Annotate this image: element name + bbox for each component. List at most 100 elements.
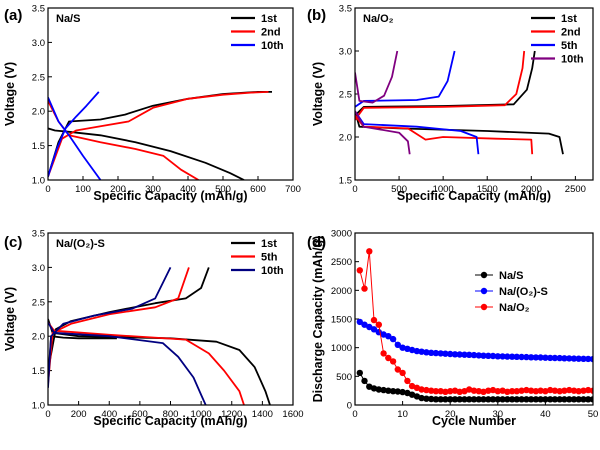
legend-entry: Na/S (499, 270, 523, 282)
x-tick-label: 400 (180, 184, 196, 195)
legend-entry: 1st (261, 238, 277, 250)
data-point (566, 386, 573, 394)
data-point (575, 388, 582, 395)
data-point (556, 354, 563, 362)
series-line-10th-discharge (355, 110, 411, 155)
data-point (408, 346, 416, 354)
data-point (356, 318, 363, 326)
data-point (404, 377, 411, 385)
data-point (413, 347, 421, 355)
series-line-Na/O₂ (359, 251, 593, 393)
y-axis-label: Discharge Capacity (mAh/g) (311, 236, 325, 403)
plot-area (355, 50, 564, 155)
data-point (432, 349, 440, 357)
data-point (480, 388, 487, 395)
data-point (475, 388, 482, 395)
legend-entry: 2nd (261, 27, 281, 39)
panel-label: (b) (307, 7, 326, 24)
legend-entry: 2nd (561, 27, 581, 39)
legend-entry: 5th (261, 252, 278, 264)
data-point (470, 396, 478, 403)
x-tick-label: 40 (540, 409, 551, 420)
data-point (399, 344, 406, 351)
y-tick-label: 2000 (331, 286, 352, 297)
plot-area (48, 267, 271, 405)
panel-c: (c) 0 200 400 600 800 1000 1200 1400 1600 1.0 1.5 2.… (3, 229, 304, 429)
x-tick-label: 200 (71, 409, 87, 420)
series-line-1st-discharge (48, 127, 245, 180)
data-point (523, 353, 530, 361)
data-point (527, 354, 535, 361)
data-point (456, 396, 463, 403)
x-tick-label: 50 (588, 409, 599, 420)
data-point (508, 388, 516, 395)
series-line-10th-discharge (48, 97, 102, 180)
data-point (437, 350, 444, 357)
data-point (589, 355, 593, 363)
y-tick-label: 1.0 (32, 176, 45, 187)
x-tick-label: 400 (101, 409, 117, 420)
inset-label: Na/S (56, 13, 80, 25)
data-point (442, 388, 449, 395)
data-point (537, 396, 544, 403)
data-point (580, 355, 587, 362)
data-point (428, 387, 435, 394)
data-point (475, 396, 482, 403)
legend-swatch-marker (480, 271, 488, 279)
y-tick-label: 3000 (331, 229, 352, 240)
legend-entry: 10th (561, 54, 584, 66)
y-tick-label: 3.5 (32, 229, 45, 240)
x-tick-label: 200 (110, 184, 126, 195)
plot-frame (47, 232, 294, 406)
series-line-Na/S (359, 372, 593, 400)
data-point (380, 386, 387, 394)
y-axis-label: Voltage (V) (3, 287, 17, 351)
data-point (504, 396, 511, 403)
data-point (361, 321, 368, 328)
data-point (399, 369, 406, 377)
data-point (518, 396, 525, 403)
x-tick-label: 700 (285, 184, 301, 195)
data-point (542, 354, 549, 361)
data-point (551, 396, 559, 403)
y-tick-label: 1.0 (32, 401, 45, 412)
data-point (499, 396, 506, 403)
y-tick-label: 2.0 (32, 107, 45, 118)
x-tick-label: 1000 (191, 409, 212, 420)
series-line-1st-charge (48, 335, 117, 381)
panel-b: (b) 0 500 1000 1500 2000 2500 1.5 2.0 2.5 3.0 3.5 Sp… (307, 4, 594, 203)
series-line-1st-charge (355, 50, 536, 117)
x-tick-label: 1400 (252, 409, 273, 420)
x-tick-label: 500 (391, 184, 407, 195)
series-line-2nd-discharge (355, 114, 534, 155)
data-point (561, 387, 568, 394)
legend-entry: Na/O₂ (499, 302, 530, 314)
x-tick-label: 1000 (433, 184, 454, 195)
data-point (361, 285, 368, 292)
plot-area (48, 91, 272, 180)
data-point (508, 396, 516, 403)
data-point (356, 369, 363, 377)
data-point (466, 351, 473, 358)
data-point (428, 395, 435, 403)
panel-d: (d)0 10 20 30 40 50050010001500200025003000Cy… (307, 229, 598, 429)
data-point (499, 353, 506, 360)
panel-label: (a) (4, 7, 22, 24)
data-point (408, 391, 416, 398)
data-point (423, 349, 430, 356)
data-point (527, 396, 535, 403)
y-axis-label: Voltage (V) (3, 62, 17, 126)
y-tick-label: 2.5 (339, 90, 352, 101)
x-tick-label: 2000 (521, 184, 542, 195)
data-point (566, 355, 573, 362)
y-tick-label: 2.0 (339, 133, 352, 144)
data-point (513, 353, 520, 360)
y-tick-label: 1.5 (32, 141, 45, 152)
y-tick-label: 3.0 (32, 38, 45, 49)
data-point (389, 358, 397, 365)
data-point (556, 396, 563, 403)
data-point (423, 395, 430, 402)
x-tick-label: 1500 (477, 184, 498, 195)
plot-frame (354, 7, 594, 181)
